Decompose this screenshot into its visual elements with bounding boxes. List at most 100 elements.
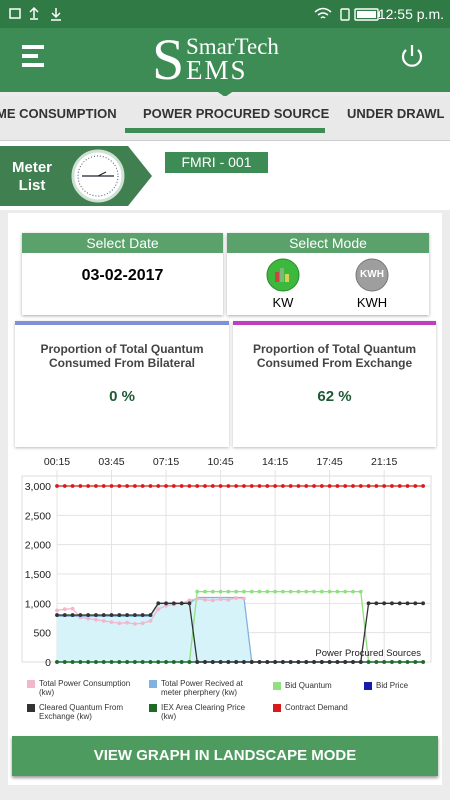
- point: [327, 589, 332, 594]
- point: [242, 484, 246, 488]
- point: [203, 589, 207, 594]
- point: [164, 484, 168, 488]
- point: [210, 660, 215, 664]
- y-tick-label: 0: [45, 657, 51, 669]
- mode-kw[interactable]: KW: [272, 295, 294, 310]
- date-value: 03-02-2017: [81, 267, 164, 284]
- point: [390, 484, 394, 488]
- point: [140, 613, 145, 617]
- tab-active[interactable]: POWER PROCURED SOURCE: [143, 106, 330, 121]
- point: [265, 660, 270, 664]
- point: [179, 660, 184, 664]
- kwh-icon[interactable]: [354, 258, 390, 294]
- legend-label: Cleared Quantum From Exchange (kw): [39, 703, 124, 721]
- point: [203, 660, 207, 664]
- point: [397, 601, 402, 606]
- point: [343, 589, 348, 594]
- point: [55, 484, 59, 488]
- point: [55, 613, 59, 617]
- legend-swatch: [149, 704, 157, 712]
- point: [148, 484, 153, 488]
- point: [132, 660, 137, 664]
- point: [117, 660, 122, 664]
- menu-button[interactable]: [20, 44, 46, 68]
- landscape-button[interactable]: VIEW GRAPH IN LANDSCAPE MODE: [12, 736, 438, 776]
- point: [86, 616, 91, 621]
- point: [70, 484, 75, 488]
- point: [210, 589, 215, 594]
- point: [374, 660, 379, 664]
- tab[interactable]: UNDER DRAWL: [347, 106, 445, 121]
- header-pointer: [215, 90, 235, 97]
- exchange-card: Proportion of Total Quantum Consumed Fro…: [233, 321, 436, 447]
- power-button[interactable]: [398, 42, 426, 70]
- x-tick-label: 21:15: [371, 456, 397, 468]
- legend-swatch: [27, 680, 35, 688]
- point: [304, 484, 309, 488]
- point: [288, 660, 293, 664]
- point: [156, 660, 161, 664]
- meter-list-label[interactable]: Meter List: [11, 159, 52, 194]
- point: [242, 589, 246, 594]
- point: [117, 613, 122, 617]
- point: [171, 601, 176, 606]
- legend-label: Contract Demand: [285, 703, 348, 712]
- legend-label: Bid Price: [376, 681, 409, 690]
- legend-item: Contract Demand: [273, 703, 385, 712]
- point: [358, 660, 363, 664]
- tab[interactable]: ME CONSUMPTION: [0, 106, 117, 121]
- logo-bottom: EMS: [186, 55, 248, 85]
- point: [210, 484, 215, 488]
- legend-item: Bid Quantum: [273, 681, 385, 690]
- point: [109, 613, 114, 617]
- point: [101, 660, 106, 664]
- point: [132, 484, 137, 488]
- legend-label: Bid Quantum: [285, 681, 332, 690]
- point: [312, 589, 316, 594]
- point: [125, 620, 130, 625]
- point: [421, 484, 426, 488]
- point: [148, 613, 153, 617]
- kwh-icon-text: KWH: [360, 269, 384, 280]
- point: [351, 660, 355, 664]
- point: [140, 484, 145, 488]
- legend-item: Bid Price: [364, 681, 450, 690]
- meter-id[interactable]: FMRI - 001: [165, 152, 268, 173]
- point: [86, 613, 91, 617]
- point: [288, 484, 293, 488]
- x-tick-label: 10:45: [207, 456, 233, 468]
- point: [413, 660, 418, 664]
- point: [343, 660, 348, 664]
- app-header: S SmarTech EMS: [0, 27, 450, 92]
- bilateral-card: Proportion of Total Quantum Consumed Fro…: [15, 321, 229, 447]
- point: [327, 660, 332, 664]
- bilateral-title: Proportion of Total Quantum Consumed Fro…: [40, 342, 204, 370]
- point: [62, 607, 67, 612]
- kw-icon[interactable]: [265, 258, 301, 294]
- point: [257, 589, 262, 594]
- point: [125, 484, 130, 488]
- point: [187, 598, 192, 603]
- logo-top: SmarTech: [186, 34, 279, 59]
- y-tick-label: 2,000: [25, 540, 51, 552]
- tab-indicator: [125, 128, 325, 133]
- y-tick-label: 3,000: [25, 481, 51, 493]
- point: [405, 484, 410, 488]
- point: [366, 660, 371, 664]
- point: [351, 484, 355, 488]
- status-icons-right: [314, 7, 380, 21]
- point: [101, 613, 106, 617]
- point: [242, 660, 246, 664]
- date-box[interactable]: Select Date 03-02-2017: [22, 233, 223, 315]
- meter-list-button[interactable]: [0, 145, 155, 207]
- point: [421, 601, 426, 606]
- point: [280, 660, 285, 664]
- point: [78, 613, 83, 617]
- mode-kwh[interactable]: KWH: [356, 295, 388, 310]
- point: [195, 589, 200, 594]
- point: [187, 601, 192, 606]
- mode-box: Select Mode KWH KW KWH: [227, 233, 429, 315]
- point: [296, 484, 301, 488]
- point: [218, 660, 223, 664]
- point: [343, 484, 348, 488]
